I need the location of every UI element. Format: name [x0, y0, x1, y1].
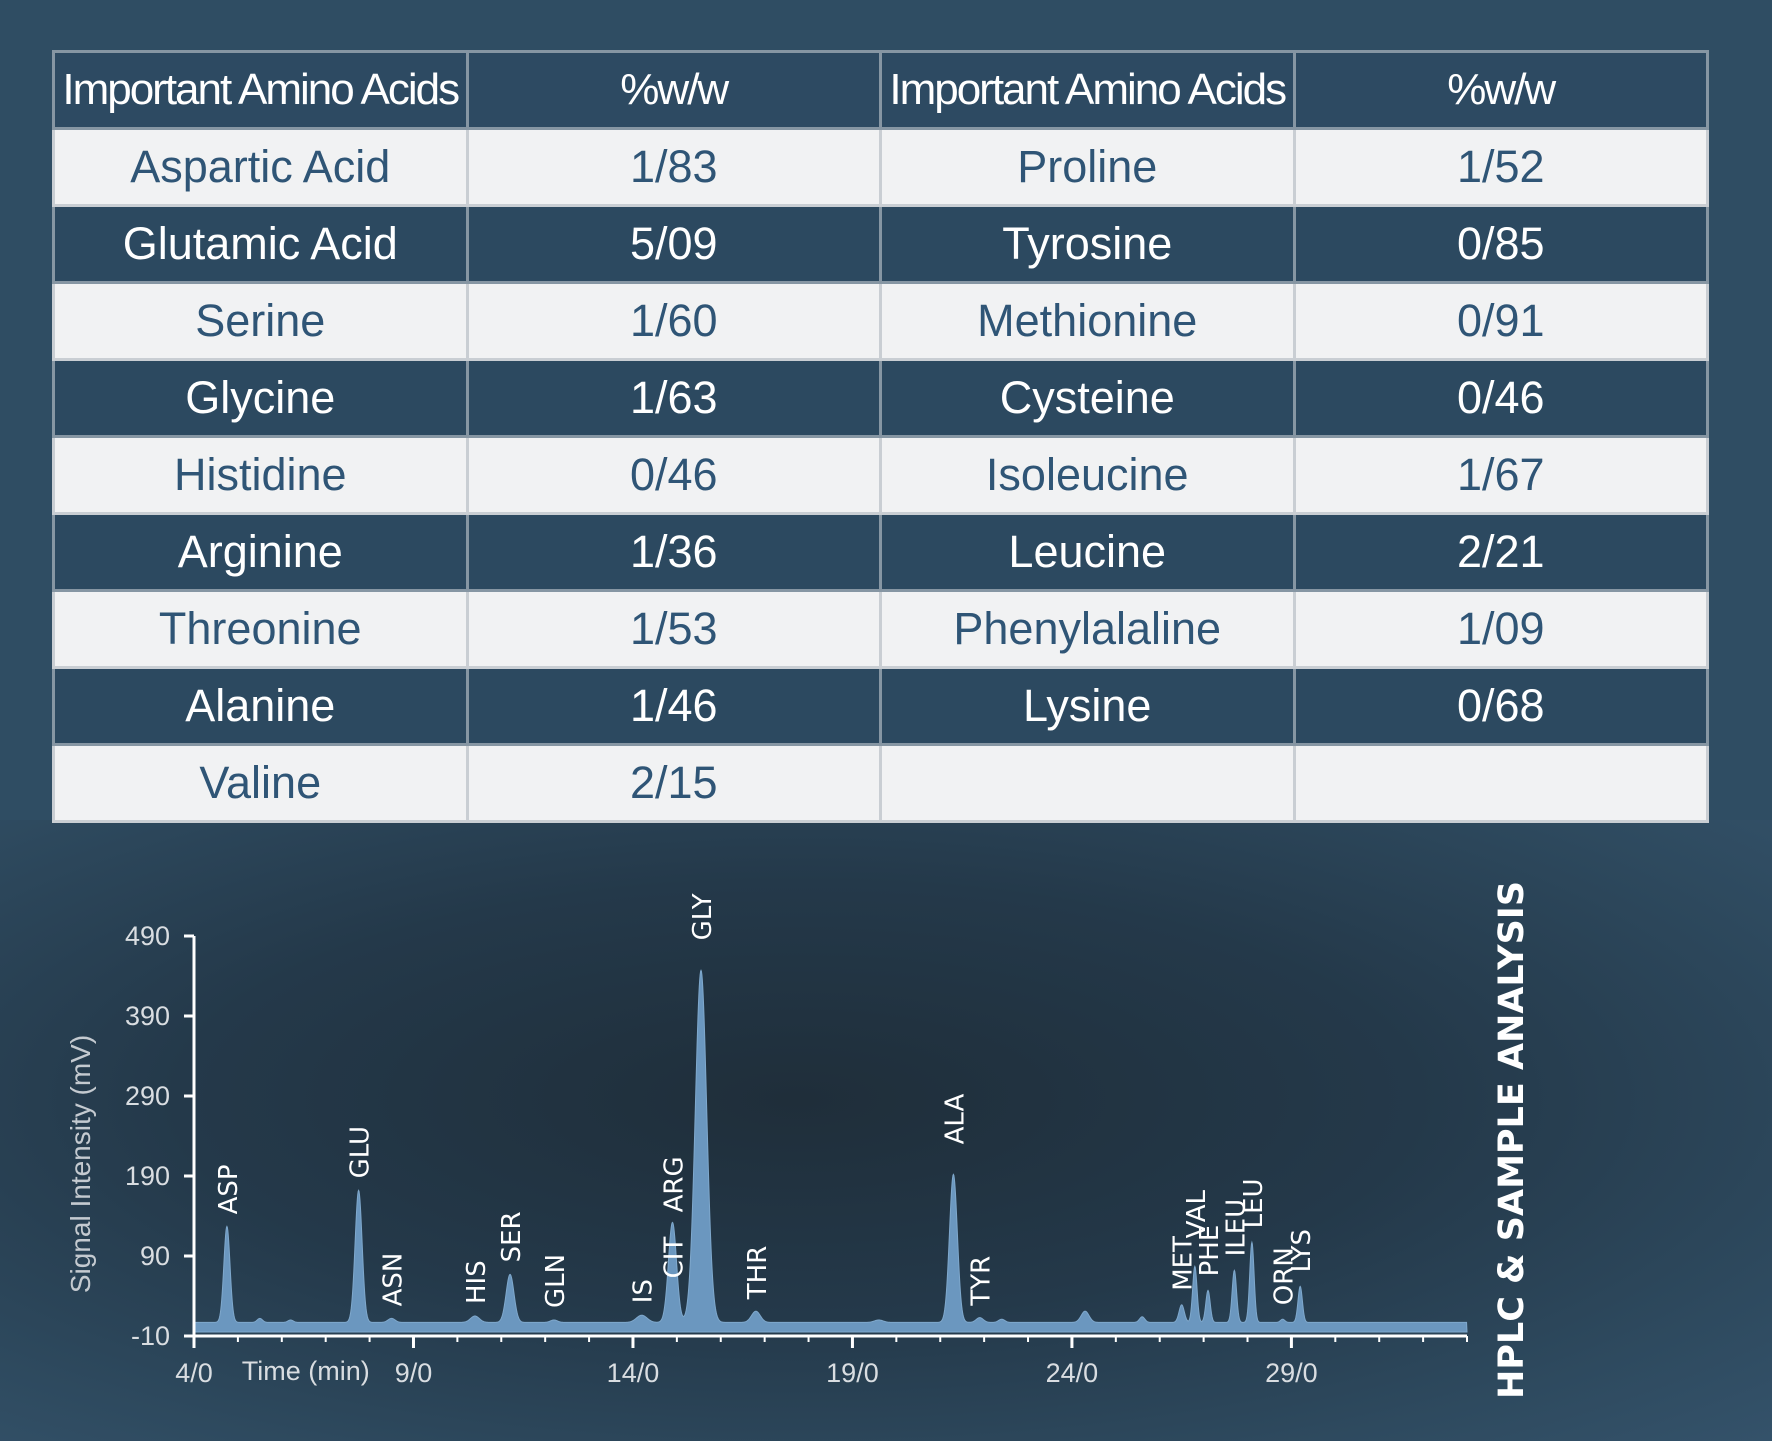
table-cell: Lysine	[879, 666, 1296, 746]
table-cell: Alanine	[52, 666, 469, 746]
peak-label-lys: LYS	[1287, 1229, 1317, 1272]
table-cell: 2/15	[465, 743, 882, 823]
table-cell: 1/60	[465, 281, 882, 361]
y-axis-label: Signal Intensity (mV)	[65, 1035, 96, 1293]
peak-label-ileu: ILEU	[1221, 1199, 1251, 1257]
table-cell: 1/46	[465, 666, 882, 746]
table-row: Threonine 1/53 Phenylalaline 1/09	[52, 589, 1709, 669]
table-row: Aspartic Acid 1/83 Proline 1/52	[52, 127, 1709, 207]
header-percent-left: %w/w	[465, 50, 882, 130]
table-cell: Leucine	[879, 512, 1296, 592]
peak-label-cit: CIT	[660, 1237, 690, 1279]
table-cell: 2/21	[1292, 512, 1709, 592]
hplc-chromatogram: -10 90 190 290 390 490 4/0 9/0 14/0 19/0 24/0 29/0 T…	[65, 893, 1468, 1388]
table-cell: Methionine	[879, 281, 1296, 361]
table-row: Arginine 1/36 Leucine 2/21	[52, 512, 1709, 592]
table-cell: 1/63	[465, 358, 882, 438]
y-tick-label: 290	[125, 1081, 170, 1111]
y-tick-label: -10	[131, 1321, 170, 1351]
header-amino-acids-right: Important Amino Acids	[879, 50, 1296, 130]
table-cell: 5/09	[465, 204, 882, 284]
side-title: HPLC & SAMPLE ANALYSIS	[1492, 880, 1532, 1400]
table-cell: Proline	[879, 127, 1296, 207]
peak-label-his: HIS	[462, 1260, 492, 1304]
x-tick-label: 24/0	[1046, 1358, 1099, 1388]
header-amino-acids-left: Important Amino Acids	[52, 50, 469, 130]
table-cell: Histidine	[52, 435, 469, 515]
table-cell: Arginine	[52, 512, 469, 592]
x-tick-label: 14/0	[607, 1358, 660, 1388]
amino-acid-table: Important Amino Acids %w/w Important Ami…	[52, 50, 1709, 823]
header-percent-right: %w/w	[1292, 50, 1709, 130]
table-header-row: Important Amino Acids %w/w Important Ami…	[52, 50, 1709, 130]
table-cell: Isoleucine	[879, 435, 1296, 515]
peak-label-ala: ALA	[940, 1094, 970, 1145]
peak-label-asp: ASP	[214, 1164, 244, 1214]
table-cell: 1/52	[1292, 127, 1709, 207]
table-row: Histidine 0/46 Isoleucine 1/67	[52, 435, 1709, 515]
peak-label-leu: LEU	[1239, 1178, 1269, 1228]
peak-label-gly: GLY	[688, 893, 718, 940]
peak-label-ser: SER	[497, 1211, 527, 1262]
table-cell: 0/85	[1292, 204, 1709, 284]
table-cell: Phenylalaline	[879, 589, 1296, 669]
peak-label-met: MET	[1169, 1236, 1199, 1291]
y-tick-label: 190	[125, 1161, 170, 1191]
peak-label-is: IS	[629, 1279, 659, 1303]
x-tick-label: 9/0	[395, 1358, 433, 1388]
y-tick-label: 90	[140, 1241, 170, 1271]
table-cell: 1/36	[465, 512, 882, 592]
table-cell: 0/46	[1292, 358, 1709, 438]
x-tick-label: 4/0	[175, 1358, 213, 1388]
table-cell: 0/68	[1292, 666, 1709, 746]
table-cell: Threonine	[52, 589, 469, 669]
table-row: Valine 2/15	[52, 743, 1709, 823]
table-cell: 0/46	[465, 435, 882, 515]
y-tick-label: 490	[125, 921, 170, 951]
peak-label-thr: THR	[743, 1246, 773, 1301]
table-cell	[879, 743, 1296, 823]
table-cell: Serine	[52, 281, 469, 361]
peak-label-orn: ORN	[1270, 1247, 1300, 1305]
table-cell: Glutamic Acid	[52, 204, 469, 284]
peak-label-asn: ASN	[379, 1253, 409, 1307]
table-cell: 1/09	[1292, 589, 1709, 669]
table-cell	[1292, 743, 1709, 823]
peak-label-phe: PHE	[1195, 1225, 1225, 1277]
peak-label-glu: GLU	[346, 1126, 376, 1178]
x-tick-label: 29/0	[1265, 1358, 1318, 1388]
table-row: Alanine 1/46 Lysine 0/68	[52, 666, 1709, 746]
signal-trace	[193, 969, 1468, 1333]
peak-label-val: VAL	[1182, 1189, 1212, 1238]
peak-label-arg: ARG	[660, 1156, 690, 1212]
table-cell: 1/83	[465, 127, 882, 207]
table-cell: 0/91	[1292, 281, 1709, 361]
table-cell: Aspartic Acid	[52, 127, 469, 207]
table-row: Serine 1/60 Methionine 0/91	[52, 281, 1709, 361]
table-cell: Cysteine	[879, 358, 1296, 438]
table-cell: Tyrosine	[879, 204, 1296, 284]
table-cell: 1/67	[1292, 435, 1709, 515]
table-cell: Valine	[52, 743, 469, 823]
table-cell: 1/53	[465, 589, 882, 669]
x-axis-label: Time (min)	[242, 1356, 370, 1386]
peak-label-gln: GLN	[541, 1254, 571, 1308]
table-row: Glycine 1/63 Cysteine 0/46	[52, 358, 1709, 438]
table-cell: Glycine	[52, 358, 469, 438]
table-row: Glutamic Acid 5/09 Tyrosine 0/85	[52, 204, 1709, 284]
peak-label-tyr: TYR	[967, 1256, 997, 1307]
y-tick-label: 390	[125, 1001, 170, 1031]
x-tick-label: 19/0	[826, 1358, 879, 1388]
